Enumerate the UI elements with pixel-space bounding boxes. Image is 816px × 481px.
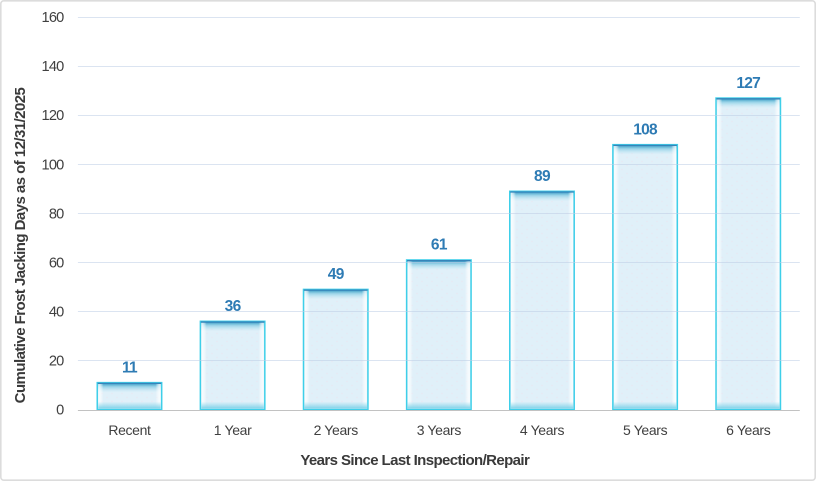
svg-text:Recent: Recent xyxy=(108,422,151,438)
svg-text:Cumulative Frost Jacking Days: Cumulative Frost Jacking Days as of 12/3… xyxy=(12,87,29,403)
svg-text:140: 140 xyxy=(42,59,65,75)
svg-text:36: 36 xyxy=(225,298,242,315)
svg-text:Years Since Last Inspection/Re: Years Since Last Inspection/Repair xyxy=(300,452,530,469)
svg-text:6 Years: 6 Years xyxy=(726,422,771,438)
svg-text:80: 80 xyxy=(49,206,64,222)
svg-text:160: 160 xyxy=(42,10,65,26)
svg-text:1 Year: 1 Year xyxy=(214,422,252,438)
svg-text:5 Years: 5 Years xyxy=(623,422,668,438)
svg-text:40: 40 xyxy=(49,304,64,320)
svg-text:20: 20 xyxy=(49,354,64,370)
svg-text:61: 61 xyxy=(431,237,448,254)
svg-text:60: 60 xyxy=(49,255,64,271)
svg-text:108: 108 xyxy=(633,121,658,138)
svg-text:120: 120 xyxy=(42,108,65,124)
svg-text:3 Years: 3 Years xyxy=(417,422,462,438)
svg-text:127: 127 xyxy=(736,75,760,92)
svg-text:89: 89 xyxy=(534,168,551,185)
svg-text:49: 49 xyxy=(328,266,345,283)
svg-text:100: 100 xyxy=(42,157,65,173)
svg-text:0: 0 xyxy=(56,403,64,419)
svg-text:11: 11 xyxy=(122,359,138,376)
svg-text:4 Years: 4 Years xyxy=(520,422,565,438)
svg-text:2 Years: 2 Years xyxy=(314,422,359,438)
